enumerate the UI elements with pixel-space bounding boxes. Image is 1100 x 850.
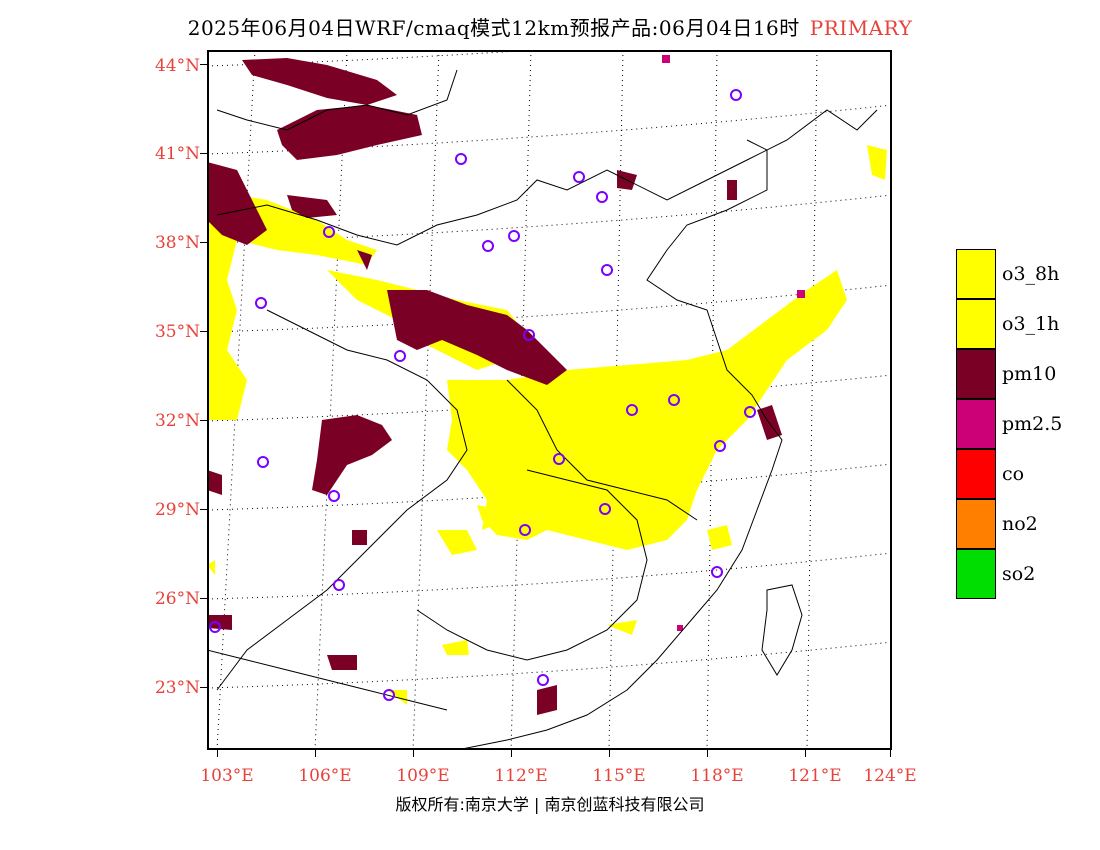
legend-swatch [956, 249, 996, 299]
lat-label-29: 29°N [154, 500, 200, 520]
map-title: 2025年06月04日WRF/cmaq模式12km预报产品:06月04日16时 P… [0, 12, 1100, 41]
pm25-areas [662, 55, 805, 631]
lat-label-23: 23°N [154, 678, 200, 698]
primary-tag: PRIMARY [809, 16, 913, 40]
legend-item-o3-8h: o3_8h [956, 249, 1100, 299]
lat-label-32: 32°N [154, 411, 200, 431]
legend-swatch [956, 399, 996, 449]
pm10-areas [209, 58, 782, 715]
boundaries [209, 69, 878, 748]
lon-label-106: 106°E [298, 766, 352, 786]
map-title-text: 2025年06月04日WRF/cmaq模式12km预报产品:06月04日16时 [187, 16, 800, 40]
legend-label: o3_8h [1002, 263, 1060, 285]
city-markers [209, 89, 756, 701]
lon-label-112: 112°E [494, 766, 548, 786]
legend-item-so2: so2 [956, 549, 1100, 599]
legend-swatch [956, 449, 996, 499]
forecast-map [207, 50, 892, 750]
lon-label-103: 103°E [200, 766, 254, 786]
legend-swatch [956, 349, 996, 399]
lat-label-41: 41°N [154, 144, 200, 164]
lon-label-115: 115°E [592, 766, 646, 786]
legend-label: o3_1h [1002, 313, 1060, 335]
legend-item-co: co [956, 449, 1100, 499]
legend-label: so2 [1002, 563, 1036, 585]
legend-label: no2 [1002, 513, 1038, 535]
lat-label-26: 26°N [154, 589, 200, 609]
copyright-footer: 版权所有:南京大学 | 南京创蓝科技有限公司 [395, 795, 705, 814]
legend: o3_8h o3_1h pm10 pm2.5 co no2 so2 [956, 249, 1100, 599]
legend-item-pm25: pm2.5 [956, 399, 1100, 449]
lon-label-118: 118°E [690, 766, 744, 786]
lat-label-44: 44°N [154, 56, 200, 76]
legend-item-pm10: pm10 [956, 349, 1100, 399]
legend-label: co [1002, 463, 1025, 485]
o3-areas [209, 145, 887, 705]
lon-label-109: 109°E [396, 766, 450, 786]
map-canvas [209, 52, 890, 748]
legend-item-no2: no2 [956, 499, 1100, 549]
lon-label-124: 124°E [863, 766, 917, 786]
legend-swatch [956, 549, 996, 599]
lat-label-35: 35°N [154, 322, 200, 342]
legend-swatch [956, 299, 996, 349]
legend-item-o3-1h: o3_1h [956, 299, 1100, 349]
legend-label: pm2.5 [1002, 413, 1063, 435]
lat-label-38: 38°N [154, 233, 200, 253]
legend-swatch [956, 499, 996, 549]
legend-label: pm10 [1002, 363, 1057, 385]
lon-label-121: 121°E [788, 766, 842, 786]
